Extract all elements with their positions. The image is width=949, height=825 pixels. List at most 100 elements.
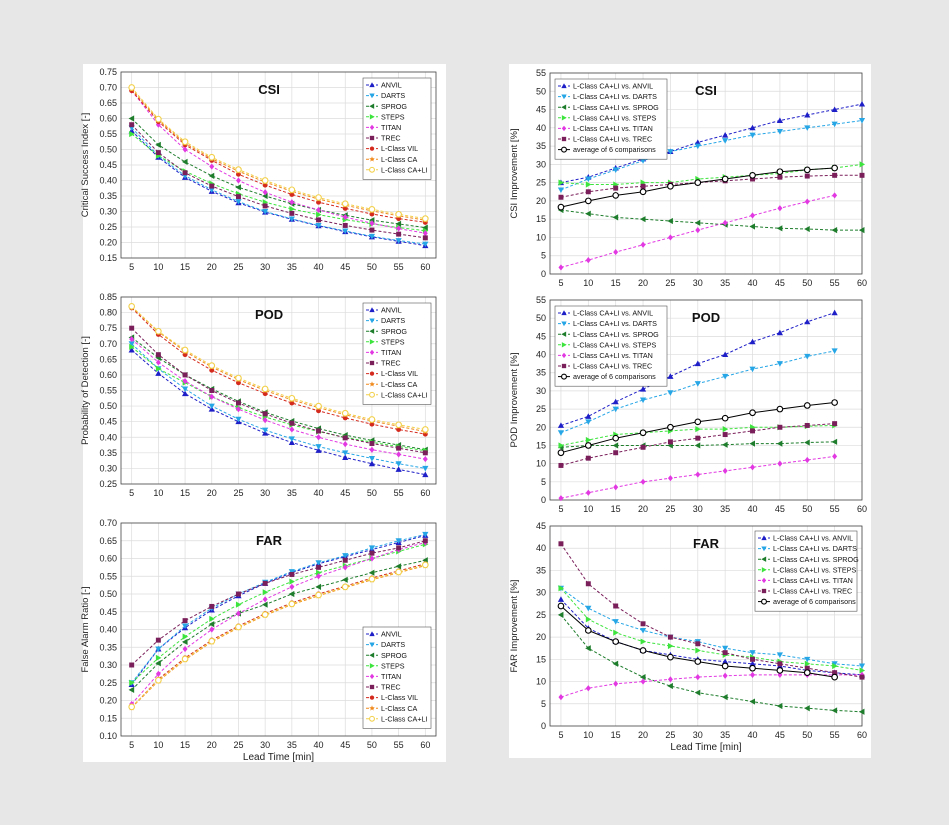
- chart-3: 0.10 0.15 0.20 0.25 0.30 0.35 0.40 0.45 0.50 0.55…: [80, 518, 437, 763]
- marker-point: [612, 619, 619, 625]
- x-tick-label: 20: [638, 278, 648, 288]
- x-tick-label: 20: [207, 488, 217, 498]
- marker-point: [804, 705, 810, 712]
- series-line: [131, 130, 426, 247]
- y-tick-label: 55: [536, 295, 546, 305]
- x-tick-label: 50: [802, 504, 812, 514]
- x-tick-label: 40: [748, 730, 758, 740]
- marker-point: [804, 353, 811, 360]
- x-tick-label: 55: [394, 488, 404, 498]
- marker-point: [155, 646, 162, 653]
- series-l-class-ca-li-vs-steps: [558, 161, 866, 188]
- x-tick-label: 15: [611, 504, 621, 514]
- series-l-class-ca-li: [128, 303, 429, 433]
- series-line: [560, 423, 835, 466]
- marker-point: [396, 231, 402, 237]
- marker-point: [288, 216, 295, 223]
- marker-point: [667, 217, 673, 225]
- marker-point: [722, 132, 729, 138]
- marker-point: [640, 621, 646, 627]
- legend-label: TITAN: [381, 123, 401, 132]
- marker-point: [209, 626, 215, 633]
- marker-point: [761, 546, 767, 552]
- marker-point: [155, 141, 161, 148]
- marker-point: [858, 100, 866, 107]
- x-tick-label: 60: [420, 262, 430, 272]
- series-line: [131, 88, 426, 221]
- x-tick-label: 25: [233, 488, 243, 498]
- marker-point: [316, 573, 322, 580]
- marker-point: [561, 115, 567, 121]
- y-axis-label: CSI Improvement [%]: [509, 128, 520, 218]
- marker-point: [128, 84, 136, 91]
- marker-point: [639, 216, 646, 223]
- marker-point: [129, 335, 135, 343]
- marker-point: [695, 425, 701, 433]
- series-line: [560, 209, 862, 231]
- marker-point: [558, 495, 564, 502]
- marker-point: [722, 351, 729, 358]
- series-line: [560, 674, 862, 698]
- y-tick-label: 0.35: [99, 191, 117, 201]
- marker-point: [262, 411, 268, 417]
- x-tick-label: 45: [775, 504, 785, 514]
- marker-point: [831, 661, 838, 667]
- marker-point: [561, 331, 567, 337]
- series-anvil: [128, 346, 429, 478]
- marker-point: [209, 603, 215, 609]
- legend-label: SPROG: [381, 102, 407, 111]
- marker-point: [749, 440, 756, 447]
- marker-point: [368, 545, 376, 551]
- marker-point: [722, 432, 728, 438]
- series-line: [131, 90, 426, 223]
- legend-label: DARTS: [381, 316, 405, 325]
- marker-point: [585, 181, 592, 188]
- marker-point: [749, 664, 756, 672]
- marker-point: [235, 374, 242, 382]
- series-line: [131, 133, 426, 232]
- marker-point: [129, 122, 135, 128]
- x-tick-label: 35: [287, 740, 297, 750]
- x-tick-label: 50: [367, 262, 377, 272]
- marker-point: [422, 241, 429, 248]
- x-tick-label: 20: [638, 730, 648, 740]
- marker-point: [182, 645, 188, 653]
- marker-point: [395, 461, 402, 467]
- marker-point: [128, 703, 136, 711]
- y-tick-label: 0.60: [99, 370, 117, 380]
- marker-point: [776, 440, 783, 447]
- marker-point: [181, 138, 189, 146]
- marker-point: [612, 442, 619, 449]
- series-line: [560, 425, 835, 446]
- y-tick-label: 25: [536, 610, 546, 620]
- marker-point: [181, 638, 188, 646]
- legend-label: L-Class CA+LI vs. SPROG: [773, 555, 859, 564]
- marker-point: [858, 227, 865, 234]
- marker-point: [585, 413, 592, 419]
- marker-point: [369, 652, 375, 658]
- marker-point: [858, 708, 865, 715]
- marker-point: [667, 149, 674, 155]
- marker-point: [832, 670, 838, 676]
- marker-point: [369, 146, 375, 151]
- marker-point: [155, 370, 162, 376]
- marker-point: [369, 381, 375, 387]
- marker-point: [585, 489, 591, 496]
- x-axis-label: Lead Time [min]: [243, 752, 314, 763]
- x-tick-label: 25: [665, 504, 675, 514]
- marker-point: [261, 385, 269, 393]
- series-l-class-ca-li-vs-titan: [558, 453, 838, 502]
- marker-point: [804, 125, 811, 131]
- marker-point: [369, 695, 375, 700]
- marker-point: [831, 164, 838, 172]
- marker-point: [182, 618, 188, 624]
- y-tick-label: 45: [536, 521, 546, 531]
- series-line: [560, 543, 863, 678]
- marker-point: [369, 349, 375, 356]
- marker-point: [695, 647, 701, 654]
- marker-point: [721, 662, 729, 670]
- marker-point: [262, 417, 268, 424]
- series-l-class-ca-li-vs-sprog: [557, 206, 865, 234]
- marker-point: [804, 665, 810, 671]
